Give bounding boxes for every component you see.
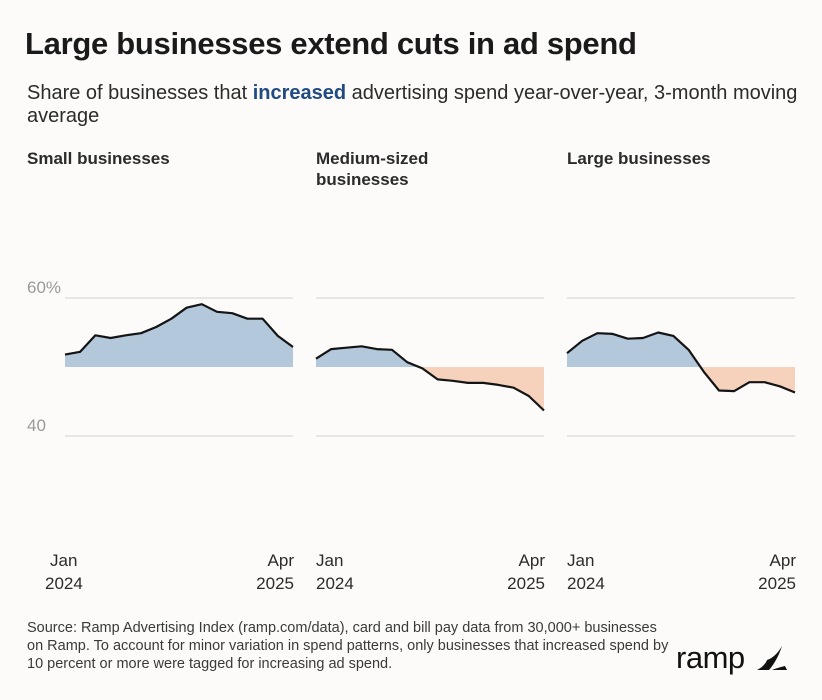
source-note: Source: Ramp Advertising Index (ramp.com… — [27, 620, 669, 672]
panel-title-large: Large businesses — [567, 149, 711, 168]
area-below-baseline — [567, 367, 795, 393]
series-line — [64, 303, 294, 356]
series-line — [566, 331, 796, 394]
x-tick-label-end-year: 2025 — [758, 574, 796, 593]
x-tick-label-end-month: Apr — [268, 551, 295, 570]
panel-title-medium: Medium-sized businesses — [316, 149, 429, 189]
x-tick-label-start-month: Jan — [316, 551, 343, 570]
area-above-baseline — [65, 304, 293, 367]
chart-subtitle: Share of businesses that increased adver… — [27, 82, 807, 128]
x-tick-label-end-month: Apr — [519, 551, 546, 570]
x-tick-label-start-month: Jan — [567, 551, 594, 570]
y-tick-label-bottom: 40 — [27, 416, 46, 435]
x-tick-label-start-year: 2024 — [45, 574, 83, 593]
ramp-logo-text: ramp — [676, 640, 745, 675]
x-tick-label-end-year: 2025 — [507, 574, 545, 593]
subtitle-highlight: increased — [252, 82, 347, 104]
subtitle-text-after: advertising spend year-over-year, 3-mont… — [27, 82, 798, 127]
ramp-logo: ramp — [676, 640, 789, 676]
area-above-baseline — [567, 332, 795, 367]
area-above-baseline — [316, 346, 544, 367]
x-tick-label-end-month: Apr — [770, 551, 797, 570]
series-line — [315, 345, 545, 412]
x-tick-label-start-year: 2024 — [316, 574, 354, 593]
subtitle-text-before: Share of businesses that — [27, 82, 253, 104]
area-below-baseline — [316, 367, 544, 411]
x-tick-label-start-year: 2024 — [567, 574, 605, 593]
chart-title: Large businesses extend cuts in ad spend — [25, 26, 637, 61]
x-tick-label-start-month: Jan — [50, 551, 77, 570]
ramp-wing-icon — [756, 646, 787, 670]
x-tick-label-end-year: 2025 — [256, 574, 294, 593]
y-tick-label-top: 60% — [27, 278, 61, 297]
panel-title-small: Small businesses — [27, 149, 170, 168]
